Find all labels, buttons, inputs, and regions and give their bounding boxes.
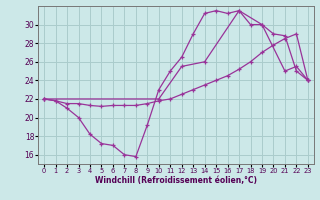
X-axis label: Windchill (Refroidissement éolien,°C): Windchill (Refroidissement éolien,°C) — [95, 176, 257, 185]
